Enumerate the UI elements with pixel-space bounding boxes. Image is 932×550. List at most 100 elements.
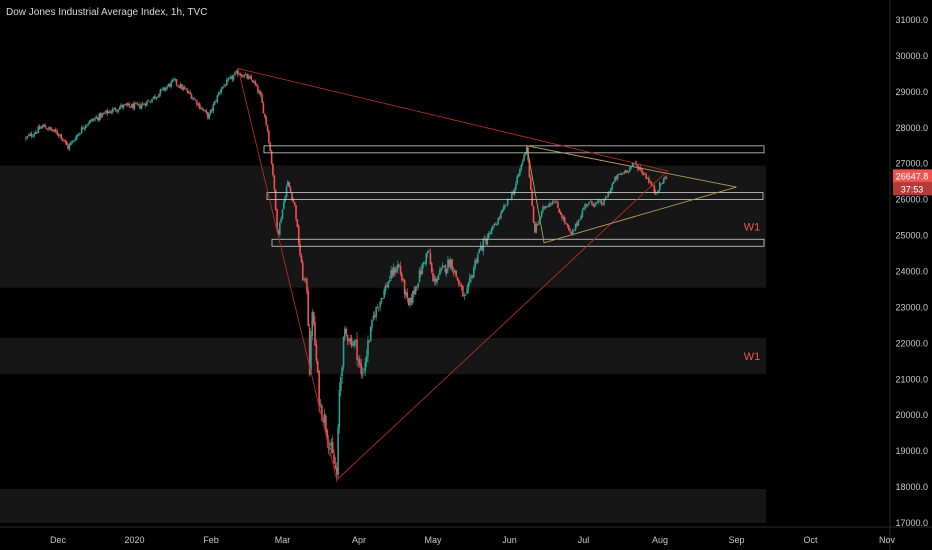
candle-body: [470, 275, 472, 279]
candle-body: [603, 198, 605, 205]
candle-body: [403, 279, 406, 295]
candle-body: [426, 251, 429, 253]
candle-body: [559, 212, 562, 215]
candle-body: [582, 208, 585, 210]
candle-body: [181, 84, 183, 90]
candle-body: [227, 78, 230, 81]
candle-body: [657, 190, 660, 193]
candle-body: [353, 341, 356, 346]
candle-body: [432, 272, 434, 282]
x-axis: Dec 2020 Feb Mar Apr May Jun Jul Aug Sep Oct Nov: [0, 526, 932, 545]
candle-body: [288, 181, 291, 188]
y-tick-label: 19000.0: [895, 446, 928, 456]
candle-body: [90, 119, 92, 122]
candle-body: [109, 111, 111, 113]
candle-body: [169, 83, 171, 87]
candle-body: [569, 229, 571, 232]
candle-body: [211, 109, 213, 111]
candle-body: [80, 127, 83, 134]
candle-body: [607, 192, 610, 198]
candle-body: [129, 106, 132, 108]
candle-body: [548, 203, 551, 207]
candle-body: [63, 139, 65, 142]
candle-body: [36, 132, 38, 134]
candle-body: [54, 129, 57, 132]
candle-body: [629, 167, 631, 172]
candle-body: [304, 278, 307, 280]
candle-body: [53, 129, 56, 132]
y-tick-label: 22000.0: [895, 338, 928, 348]
candle-body: [33, 133, 35, 137]
candle-body: [308, 327, 311, 375]
candle-body: [433, 278, 436, 281]
candle-body: [44, 124, 46, 128]
candle-body: [458, 280, 460, 285]
candle-body: [190, 94, 193, 99]
candle-body: [162, 87, 164, 89]
candle-body: [278, 223, 281, 235]
countdown-box: [893, 182, 932, 196]
candle-body: [451, 259, 453, 271]
candle-body: [371, 319, 373, 328]
candle-body: [411, 291, 414, 304]
candle-body: [336, 467, 338, 475]
candle-body: [540, 210, 543, 218]
candle-body: [221, 86, 224, 89]
candle-body: [505, 204, 508, 206]
red-wedge-trendlines: [237, 67, 669, 481]
candle-body: [449, 260, 452, 269]
candle-body: [97, 117, 99, 121]
candle-body: [649, 181, 651, 183]
candle-body: [240, 74, 243, 77]
candle-body: [295, 205, 297, 220]
candle-body: [268, 131, 270, 144]
candle-body: [448, 259, 451, 268]
candle-body: [251, 80, 254, 83]
candle-body: [394, 268, 396, 273]
candle-body: [124, 104, 126, 105]
candle-body: [76, 134, 79, 137]
candle-body: [517, 174, 520, 177]
candle-body: [283, 201, 285, 210]
candle-body: [326, 430, 328, 441]
candle-body: [344, 328, 346, 338]
candle-body: [219, 91, 221, 94]
candle-body: [220, 88, 223, 93]
candle-body: [105, 110, 107, 113]
x-tick-label: 2020: [124, 535, 144, 545]
candle-body: [117, 109, 120, 112]
candle-body: [334, 464, 337, 469]
candle-body: [29, 133, 31, 136]
candle-body: [615, 176, 618, 180]
candle-body: [98, 113, 101, 121]
candle-body: [224, 85, 227, 86]
candle-body: [580, 216, 582, 220]
candle-body: [60, 134, 63, 139]
candle-body: [646, 177, 649, 179]
candle-body: [50, 129, 53, 131]
price-badge-box: [893, 169, 932, 183]
candle-body: [630, 166, 632, 168]
candle-body: [574, 223, 577, 230]
candle-body: [658, 182, 661, 190]
candle-body: [566, 223, 569, 226]
candle-body: [213, 101, 216, 105]
candle-body: [253, 81, 255, 83]
candle-body: [520, 164, 523, 170]
candle-body: [471, 275, 474, 277]
candle-body: [468, 277, 471, 283]
candle-body: [26, 136, 29, 138]
candle-body: [101, 113, 103, 118]
candle-body: [259, 91, 262, 95]
candle-body: [372, 315, 375, 319]
candle-body: [357, 359, 360, 361]
candle-body: [321, 405, 323, 421]
candle-body: [475, 259, 478, 262]
candle-body: [424, 262, 426, 264]
candle-body: [266, 125, 269, 131]
candle-body: [103, 112, 106, 114]
x-tick-label: May: [425, 535, 443, 545]
candle-body: [662, 178, 665, 184]
candle-body: [68, 144, 71, 149]
